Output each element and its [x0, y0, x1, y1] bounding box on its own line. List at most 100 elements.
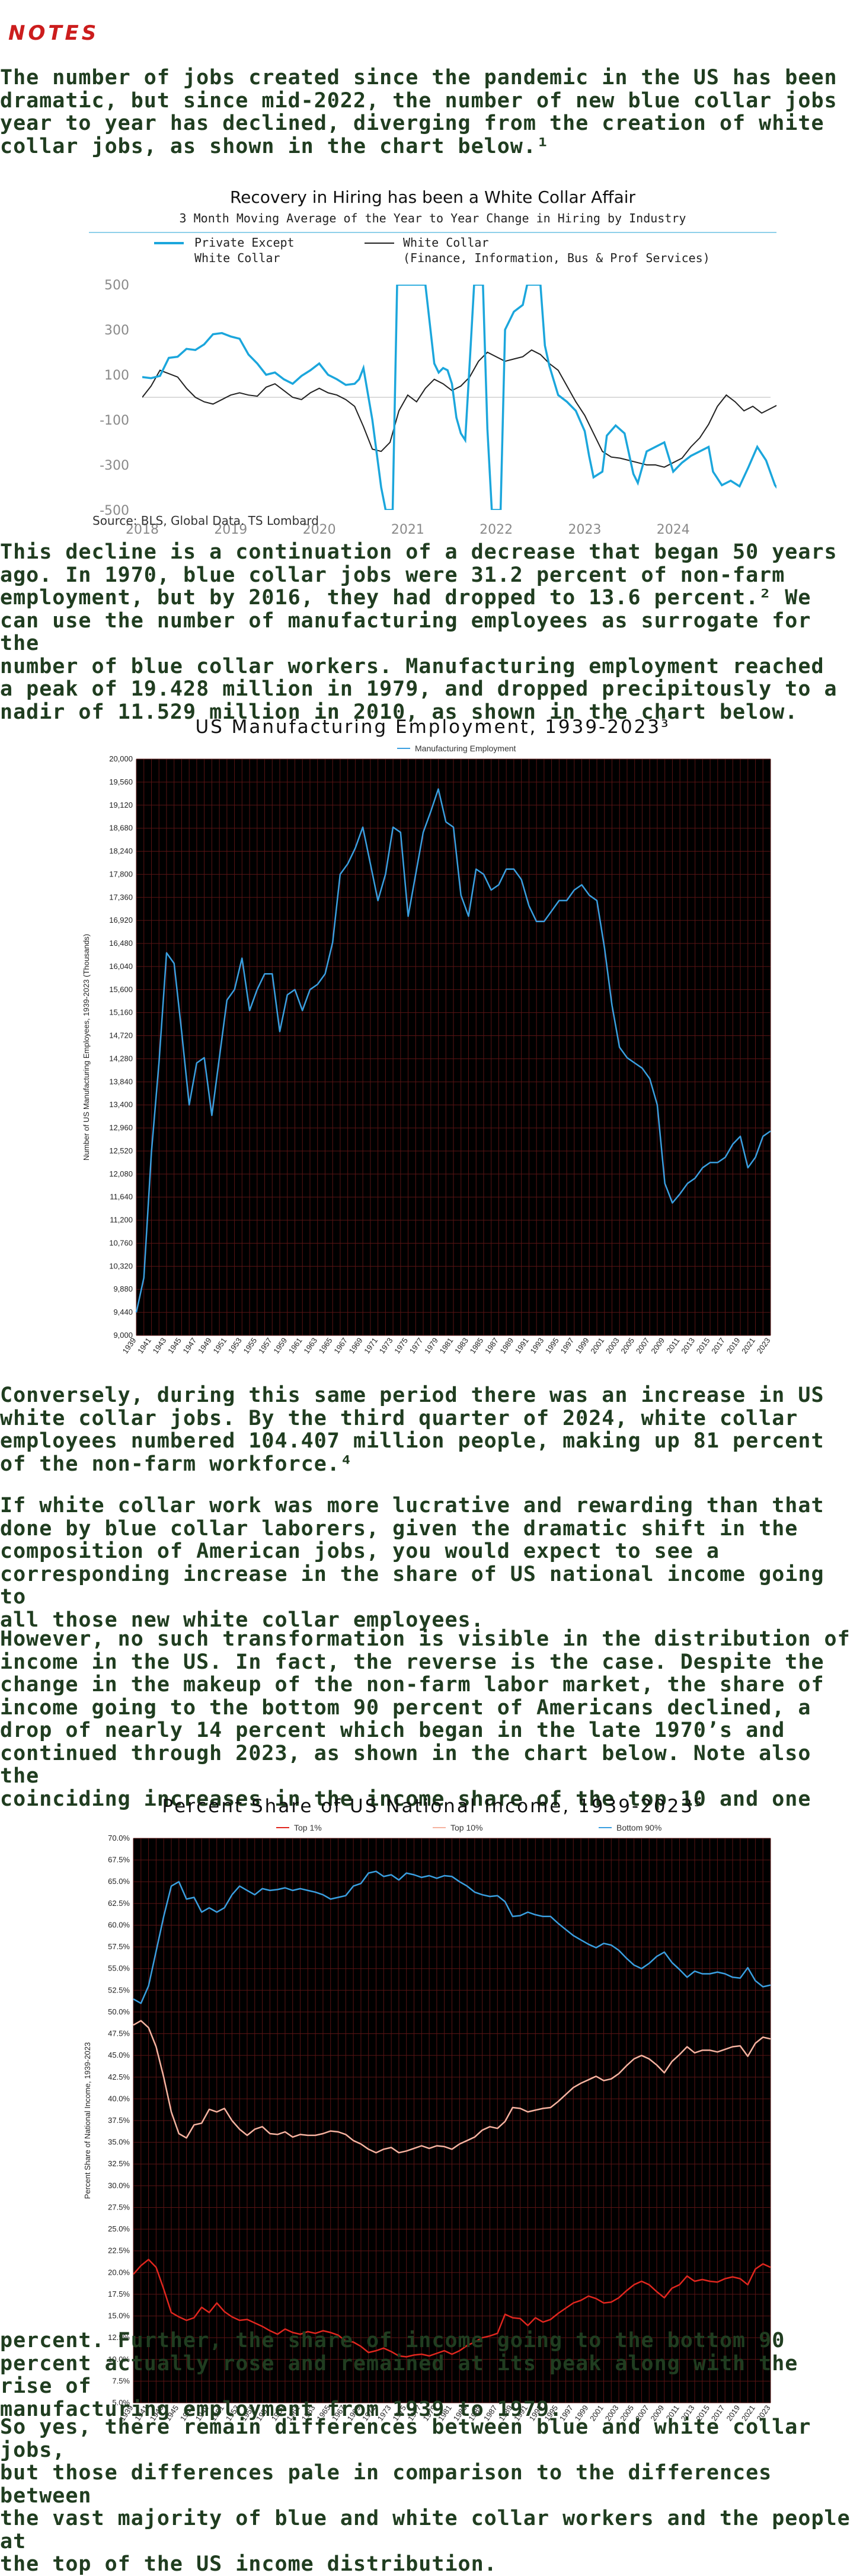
y-tick-label: 16,480	[109, 939, 133, 948]
y-tick-label: 70.0%	[108, 1834, 130, 1842]
y-tick-label: 9,440	[113, 1308, 133, 1316]
y-tick-label: 17.5%	[108, 2290, 130, 2298]
x-tick-label: 1993	[528, 1336, 545, 1355]
x-tick-label: 1997	[558, 1336, 576, 1355]
series-line	[133, 1870, 771, 2004]
y-tick-label: 11,200	[110, 1216, 133, 1225]
y-tick-label: 40.0%	[108, 2094, 130, 2103]
y-tick-label: 5.0%	[112, 2398, 130, 2407]
y-tick-label: 12,960	[109, 1123, 133, 1132]
y-tick-label: 60.0%	[108, 1920, 130, 1929]
x-tick-label: 1987	[483, 1336, 500, 1355]
x-tick-label: 2015	[695, 1336, 712, 1355]
x-tick-label: 1979	[423, 1336, 440, 1355]
manufacturing-chart: US Manufacturing Employment, 1939-2023³ …	[77, 716, 788, 1369]
y-tick-label: 14,720	[109, 1031, 133, 1040]
y-tick-label: 19,120	[109, 801, 133, 809]
x-tick-label: 2007	[634, 1336, 651, 1355]
y-tick-label: 30.0%	[108, 2181, 130, 2190]
x-tick-label: 1963	[302, 1336, 319, 1355]
hiring-chart: Recovery in Hiring has been a White Coll…	[89, 185, 776, 541]
chart-subtitle: 3 Month Moving Average of the Year to Ye…	[179, 211, 686, 225]
series-line	[135, 788, 771, 1313]
y-tick-label: -100	[100, 413, 129, 428]
y-tick-label: 50.0%	[108, 2007, 130, 2016]
y-tick-label: 9,880	[113, 1284, 133, 1293]
y-tick-label: 62.5%	[108, 1899, 130, 1908]
y-tick-label: 14,280	[109, 1054, 133, 1063]
y-tick-label: 52.5%	[108, 1985, 130, 1994]
y-tick-label: 7.5%	[112, 2376, 130, 2385]
x-tick-label: 1951	[211, 1336, 228, 1355]
x-tick-label: 1989	[498, 1336, 515, 1355]
x-tick-label: 1949	[196, 1336, 213, 1355]
x-tick-label: 1945	[166, 1336, 183, 1355]
series-line	[133, 2259, 771, 2358]
y-tick-label: 32.5%	[108, 2159, 130, 2168]
x-tick-label: 2021	[391, 522, 424, 537]
x-tick-label: 2019	[214, 522, 247, 537]
series-line	[142, 349, 776, 468]
legend-label: Top 1%	[294, 1823, 322, 1832]
y-tick-label: 10,760	[109, 1238, 133, 1247]
y-tick-label: 15,160	[109, 1008, 133, 1017]
y-tick-label: 25.0%	[108, 2224, 130, 2233]
x-tick-label: 1985	[468, 1336, 485, 1355]
x-tick-label: 1999	[574, 1336, 591, 1355]
chart-source: Source: BLS, Global Data. TS Lombard	[92, 514, 319, 528]
income-share-chart: Percent Share of US National Income, 193…	[77, 1796, 788, 2439]
y-tick-label: 100	[104, 368, 129, 383]
x-tick-label: 1973	[378, 1336, 395, 1355]
y-tick-label: 20,000	[109, 754, 133, 763]
x-tick-label: 1957	[257, 1336, 274, 1355]
y-tick-label: -500	[100, 503, 129, 518]
y-tick-label: 9,000	[113, 1331, 133, 1340]
x-tick-label: 2023	[568, 522, 601, 537]
y-tick-label: 500	[104, 278, 129, 293]
y-tick-label: 15.0%	[108, 2312, 130, 2320]
notes-label: NOTES	[8, 21, 100, 45]
x-tick-label: 1983	[453, 1336, 470, 1355]
paragraph-1: The number of jobs created since the pan…	[0, 66, 838, 158]
y-tick-label: 65.0%	[108, 1877, 130, 1886]
x-tick-label: 1981	[438, 1336, 455, 1355]
y-tick-label: 37.5%	[108, 2116, 130, 2125]
x-tick-label: 1961	[287, 1336, 304, 1355]
x-tick-label: 2022	[480, 522, 513, 537]
x-tick-label: 1977	[408, 1336, 425, 1355]
x-tick-label: 2017	[709, 1336, 727, 1355]
y-tick-label: 11,640	[110, 1193, 133, 1201]
legend-label: White Collar	[403, 235, 489, 250]
legend-label: White Collar	[194, 251, 280, 265]
y-tick-label: 15,600	[109, 985, 133, 994]
legend-label: (Finance, Information, Bus & Prof Servic…	[403, 251, 710, 265]
paragraph-6: percent. Further, the share of income go…	[0, 2329, 798, 2421]
paragraph-2: This decline is a continuation of a decr…	[0, 540, 838, 724]
y-tick-label: 10,320	[109, 1261, 133, 1270]
y-tick-label: 10.0%	[108, 2355, 130, 2364]
x-tick-label: 2019	[725, 1336, 742, 1355]
x-tick-label: 2003	[604, 1336, 621, 1355]
y-tick-label: 16,040	[109, 962, 133, 971]
x-tick-label: 2009	[649, 1336, 666, 1355]
paragraph-4: If white collar work was more lucrative …	[0, 1494, 824, 1632]
x-tick-label: 1941	[136, 1336, 153, 1355]
y-tick-label: -300	[100, 458, 129, 473]
x-tick-label: 1947	[181, 1336, 198, 1355]
y-tick-label: 22.5%	[108, 2246, 130, 2255]
y-tick-label: 12,520	[109, 1146, 133, 1155]
x-tick-label: 1955	[241, 1336, 258, 1355]
y-tick-label: 16,920	[109, 916, 133, 924]
y-tick-label: 19,560	[109, 777, 133, 786]
x-tick-label: 1975	[392, 1336, 410, 1355]
y-tick-label: 42.5%	[108, 2073, 130, 2081]
y-tick-label: 13,840	[109, 1077, 133, 1086]
y-tick-label: 55.0%	[108, 1964, 130, 1973]
legend-label: Bottom 90%	[616, 1823, 661, 1832]
legend-label: Private Except	[194, 235, 295, 250]
x-tick-label: 2013	[679, 1336, 696, 1355]
y-tick-label: 12,080	[109, 1169, 133, 1178]
x-tick-label: 2018	[126, 522, 159, 537]
manufacturing-chart-svg: Manufacturing Employment 20,000 19,560 19,1…	[82, 744, 772, 1355]
